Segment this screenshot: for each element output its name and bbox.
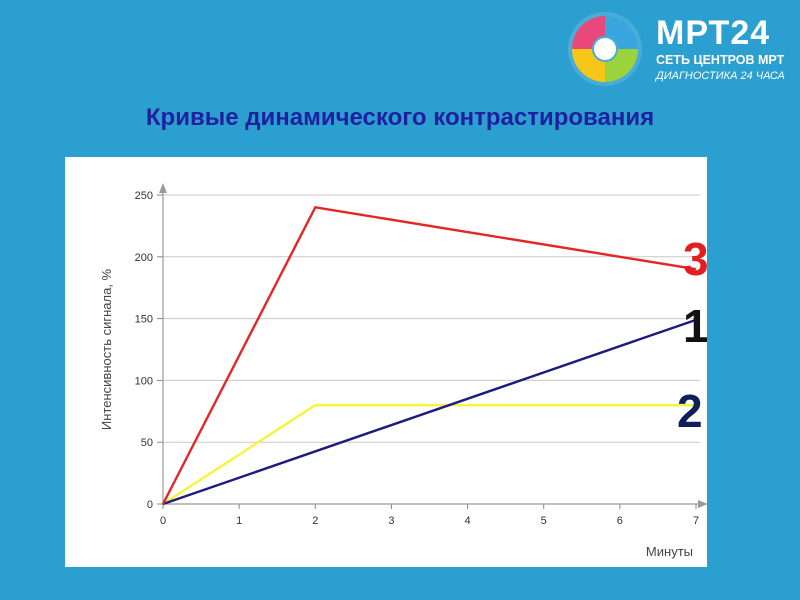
series-line-2 [162, 403, 696, 506]
x-tick-label: 5 [541, 515, 547, 527]
y-tick-label: 250 [135, 190, 153, 202]
x-axis-label: Минуты [646, 544, 693, 559]
x-tick-label: 2 [312, 515, 318, 527]
x-tick-label: 6 [617, 515, 623, 527]
y-axis-label: Интенсивность сигнала, % [99, 268, 114, 430]
logo: МРТ24 СЕТЬ ЦЕНТРОВ МРТ ДИАГНОСТИКА 24 ЧА… [566, 8, 796, 90]
y-tick-label: 50 [141, 437, 153, 449]
line-chart: 0 50 100 150 200 250 0 1 2 3 4 5 6 7 Минуты Интенсивнос… [99, 183, 707, 559]
logo-tagline: СЕТЬ ЦЕНТРОВ МРТ [656, 53, 785, 67]
series-label-2: 2 [677, 385, 703, 437]
chart-panel: 0 50 100 150 200 250 0 1 2 3 4 5 6 7 Минуты Интенсивнос… [65, 157, 707, 567]
x-tick-label: 7 [693, 515, 699, 527]
series-label-1: 1 [683, 300, 707, 352]
series-line-1 [162, 318, 697, 506]
logo-brand: МРТ24 [656, 14, 771, 52]
y-tick-label: 200 [135, 252, 153, 264]
y-tick-label: 150 [135, 314, 153, 326]
y-tick-label: 0 [147, 499, 153, 511]
x-tick-label: 1 [236, 515, 242, 527]
series-label-3: 3 [683, 233, 707, 285]
x-tick-label: 3 [388, 515, 394, 527]
y-axis-arrow [159, 183, 167, 193]
logo-mark-icon [568, 12, 642, 86]
x-tick-label: 0 [160, 515, 166, 527]
series-line-3 [161, 206, 697, 505]
slide-title: Кривые динамического контрастирования [145, 104, 655, 131]
logo-subtagline: ДИАГНОСТИКА 24 ЧАСА [656, 70, 785, 82]
y-tick-label: 100 [135, 375, 153, 387]
x-axis-arrow [698, 500, 707, 508]
x-tick-label: 4 [465, 515, 471, 527]
